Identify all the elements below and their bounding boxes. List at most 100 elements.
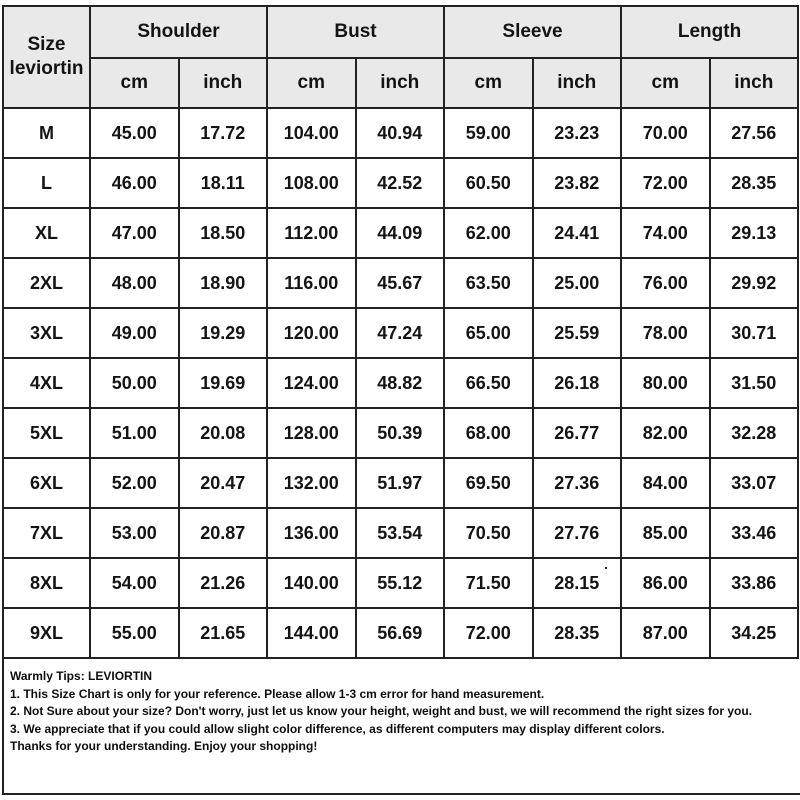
value-cell: 31.50: [708, 357, 800, 409]
value-cell: 70.50: [443, 507, 534, 559]
warmly-tips-box: Warmly Tips: LEVIORTIN 1. This Size Char…: [2, 659, 800, 795]
table-row: 7XL 53.00 20.87 136.00 53.54 70.50 27.76 85.00 3…: [2, 507, 800, 559]
value-cell: 140.00: [266, 557, 357, 609]
value-cell: 68.00: [443, 407, 534, 459]
value-cell: 28.15: [531, 557, 623, 609]
table-row: M 45.00 17.72 104.00 40.94 59.00 23.23 70.00 27.…: [2, 107, 800, 159]
value-cell: 44.09: [354, 207, 446, 259]
value-cell: 34.25: [708, 607, 800, 659]
size-cell: 4XL: [2, 357, 91, 409]
value-cell: 72.00: [620, 157, 711, 209]
value-cell: 47.00: [89, 207, 180, 259]
value-cell: 84.00: [620, 457, 711, 509]
value-cell: 21.65: [177, 607, 268, 659]
value-cell: 50.39: [354, 407, 446, 459]
tips-line-2: 2. Not Sure about your size? Don't worry…: [10, 704, 753, 718]
size-chart-table: Size leviortin Shoulder Bust Sleeve Leng…: [2, 5, 800, 659]
value-cell: 69.50: [443, 457, 534, 509]
size-table-body: M 45.00 17.72 104.00 40.94 59.00 23.23 70.00 27.…: [2, 107, 800, 659]
value-cell: 26.77: [531, 407, 623, 459]
value-cell: 51.00: [89, 407, 180, 459]
value-cell: 53.54: [354, 507, 446, 559]
header-unit-row: cm inch cm inch cm inch cm inch: [3, 57, 800, 109]
table-row: 9XL 55.00 21.65 144.00 56.69 72.00 28.35 87.00 3…: [2, 607, 800, 659]
value-cell: 124.00: [266, 357, 357, 409]
value-cell: 29.13: [708, 207, 800, 259]
value-cell: 112.00: [266, 207, 357, 259]
value-cell: 27.36: [531, 457, 623, 509]
value-cell: 85.00: [620, 507, 711, 559]
value-cell: 25.00: [531, 257, 623, 309]
shoulder-cm-header: cm: [89, 57, 180, 109]
value-cell: 18.90: [177, 257, 268, 309]
value-cell: 66.50: [443, 357, 534, 409]
value-cell: 128.00: [266, 407, 357, 459]
value-cell: 20.08: [177, 407, 268, 459]
table-row: 2XL 48.00 18.90 116.00 45.67 63.50 25.00 76.00 2…: [2, 257, 800, 309]
value-cell: 42.52: [354, 157, 446, 209]
value-cell: 63.50: [443, 257, 534, 309]
length-inch-header: inch: [708, 57, 800, 109]
value-cell: 86.00: [620, 557, 711, 609]
value-cell: 40.94: [354, 107, 446, 159]
value-cell: 19.69: [177, 357, 268, 409]
value-cell: 46.00: [89, 157, 180, 209]
value-cell: 21.26: [177, 557, 268, 609]
value-cell: 87.00: [620, 607, 711, 659]
value-cell: 30.71: [708, 307, 800, 359]
value-cell: 18.11: [177, 157, 268, 209]
value-cell: 27.56: [708, 107, 800, 159]
tips-line-1: 1. This Size Chart is only for your refe…: [10, 686, 545, 701]
table-row: 3XL 49.00 19.29 120.00 47.24 65.00 25.59 78.00 3…: [2, 307, 800, 359]
value-cell: 26.18: [531, 357, 623, 409]
bust-cm-header: cm: [266, 57, 357, 109]
sleeve-cm-header: cm: [443, 57, 534, 109]
tips-title: Warmly Tips: LEVIORTIN: [10, 669, 153, 683]
value-cell: 80.00: [620, 357, 711, 409]
value-cell: 50.00: [89, 357, 180, 409]
value-cell: 78.00: [620, 307, 711, 359]
corner-brand-label: leviortin: [9, 58, 84, 79]
header-group-row: Size leviortin Shoulder Bust Sleeve Leng…: [2, 5, 800, 109]
value-cell: 51.97: [354, 457, 446, 509]
sleeve-inch-header: inch: [531, 57, 623, 109]
value-cell: 17.72: [177, 107, 268, 159]
header-shoulder: Shoulder: [89, 5, 268, 59]
value-cell: 27.76: [531, 507, 623, 559]
tips-line-3: 3. We appreciate that if you could allow…: [10, 721, 665, 736]
value-cell: 60.50: [443, 157, 534, 209]
value-cell: 108.00: [266, 157, 357, 209]
table-row: 5XL 51.00 20.08 128.00 50.39 68.00 26.77 82.00 3…: [2, 407, 800, 459]
value-cell: 29.92: [708, 257, 800, 309]
size-cell: 5XL: [2, 407, 91, 459]
value-cell: 71.50: [443, 557, 534, 609]
header-sleeve: Sleeve: [443, 5, 623, 59]
size-cell: 2XL: [2, 257, 91, 309]
table-row: 4XL 50.00 19.69 124.00 48.82 66.50 26.18 80.00 3…: [2, 357, 800, 409]
shoulder-inch-header: inch: [177, 57, 268, 109]
value-cell: 55.00: [89, 607, 180, 659]
table-row: 8XL 54.00 21.26 140.00 55.12 71.50 28.15 86.00 3…: [2, 557, 800, 609]
value-cell: 132.00: [266, 457, 357, 509]
length-cm-header: cm: [620, 57, 711, 109]
size-cell: 6XL: [2, 457, 91, 509]
value-cell: 33.46: [708, 507, 800, 559]
corner-header-size-brand: Size leviortin: [2, 5, 91, 109]
value-cell: 19.29: [177, 307, 268, 359]
value-cell: 136.00: [266, 507, 357, 559]
table-row: 6XL 52.00 20.47 132.00 51.97 69.50 27.36 84.00 3…: [2, 457, 800, 509]
value-cell: 120.00: [266, 307, 357, 359]
table-header: Size leviortin Shoulder Bust Sleeve Leng…: [2, 5, 800, 109]
value-cell: 54.00: [89, 557, 180, 609]
header-length: Length: [620, 5, 800, 59]
value-cell: 70.00: [620, 107, 711, 159]
value-cell: 49.00: [89, 307, 180, 359]
value-cell: 20.47: [177, 457, 268, 509]
value-cell: 62.00: [443, 207, 534, 259]
value-cell: 55.12: [354, 557, 446, 609]
value-cell: 47.24: [354, 307, 446, 359]
value-cell: 33.86: [708, 557, 800, 609]
table-row: XL 47.00 18.50 112.00 44.09 62.00 24.41 74.00 29…: [2, 207, 800, 259]
value-cell: 104.00: [266, 107, 357, 159]
stray-dot-artifact: .: [604, 556, 608, 572]
